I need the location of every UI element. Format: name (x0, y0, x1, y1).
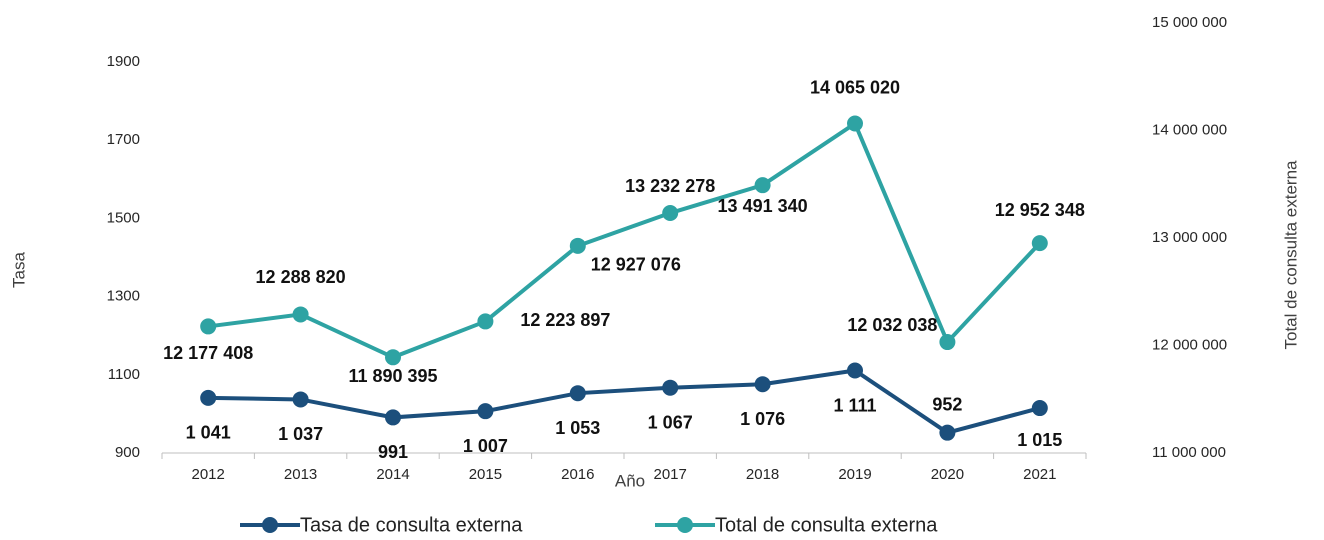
x-tick-label: 2015 (469, 466, 502, 483)
x-tick-label: 2012 (192, 466, 225, 483)
x-tick-label: 2016 (561, 466, 594, 483)
data-point (477, 403, 494, 420)
x-axis-title: Año (615, 471, 645, 490)
legend-marker (262, 517, 278, 533)
data-label: 12 177 408 (163, 343, 253, 363)
data-label: 12 288 820 (256, 267, 346, 287)
data-label: 1 053 (555, 418, 600, 438)
legend-marker (677, 517, 693, 533)
y-tick-label: 1100 (108, 366, 140, 383)
data-point (662, 379, 679, 396)
legend-label: Tasa de consulta externa (300, 514, 523, 536)
x-tick-label: 2013 (284, 466, 317, 483)
data-point (569, 237, 586, 254)
data-label: 13 232 278 (625, 176, 715, 196)
y-axis-title: Tasa (9, 252, 28, 288)
data-label: 1 067 (648, 412, 693, 432)
y-tick-label: 1900 (107, 53, 140, 70)
y-tick-label: 1500 (107, 209, 140, 226)
line-series (208, 368, 1041, 435)
data-label: 12 223 897 (520, 310, 610, 330)
data-label: 1 015 (1017, 430, 1062, 450)
legend-label: Total de consulta externa (715, 514, 938, 536)
data-label: 13 491 340 (718, 196, 808, 216)
x-tick-label: 2014 (376, 466, 409, 483)
data-point (939, 334, 956, 351)
data-point (847, 362, 863, 379)
data-point (569, 385, 586, 402)
data-label: 952 (932, 394, 962, 414)
data-point (939, 424, 956, 441)
x-tick-label: 2021 (1023, 466, 1056, 483)
y2-tick-label: 14 000 000 (1152, 121, 1227, 138)
y-tick-label: 1700 (107, 131, 140, 148)
data-label: 1 037 (278, 424, 323, 444)
data-label: 12 927 076 (591, 255, 681, 275)
y2-tick-label: 13 000 000 (1152, 229, 1227, 246)
data-point (754, 177, 771, 194)
line-series (207, 120, 1042, 360)
y2-axis-title: Total de consulta externa (1281, 160, 1300, 350)
data-label: 12 032 038 (847, 315, 937, 335)
data-point (292, 306, 309, 323)
data-point (292, 391, 309, 408)
data-label: 1 007 (463, 436, 508, 456)
y2-tick-label: 12 000 000 (1152, 336, 1227, 353)
data-point (662, 205, 679, 222)
data-label: 1 076 (740, 409, 785, 429)
data-point (385, 409, 401, 426)
data-point (1031, 400, 1048, 417)
x-tick-label: 2018 (746, 466, 779, 483)
data-label: 1 111 (833, 395, 876, 415)
y2-tick-label: 11 000 000 (1152, 444, 1226, 461)
y2-tick-label: 15 000 000 (1152, 14, 1227, 31)
data-label: 11 890 395 (348, 366, 437, 386)
data-point (385, 349, 401, 366)
x-tick-label: 2020 (931, 466, 964, 483)
data-point (754, 376, 771, 393)
data-point (200, 389, 217, 406)
x-tick-label: 2019 (838, 466, 871, 483)
x-tick-label: 2017 (654, 466, 687, 483)
data-label: 1 041 (186, 423, 231, 443)
data-label: 12 952 348 (995, 200, 1085, 220)
y-tick-label: 900 (115, 444, 140, 461)
data-point (1031, 235, 1048, 252)
data-point (200, 318, 217, 335)
data-label: 991 (378, 442, 408, 462)
y-tick-label: 1300 (107, 288, 140, 305)
data-point (847, 115, 863, 132)
data-label: 14 065 020 (810, 77, 900, 97)
data-point (477, 313, 494, 330)
